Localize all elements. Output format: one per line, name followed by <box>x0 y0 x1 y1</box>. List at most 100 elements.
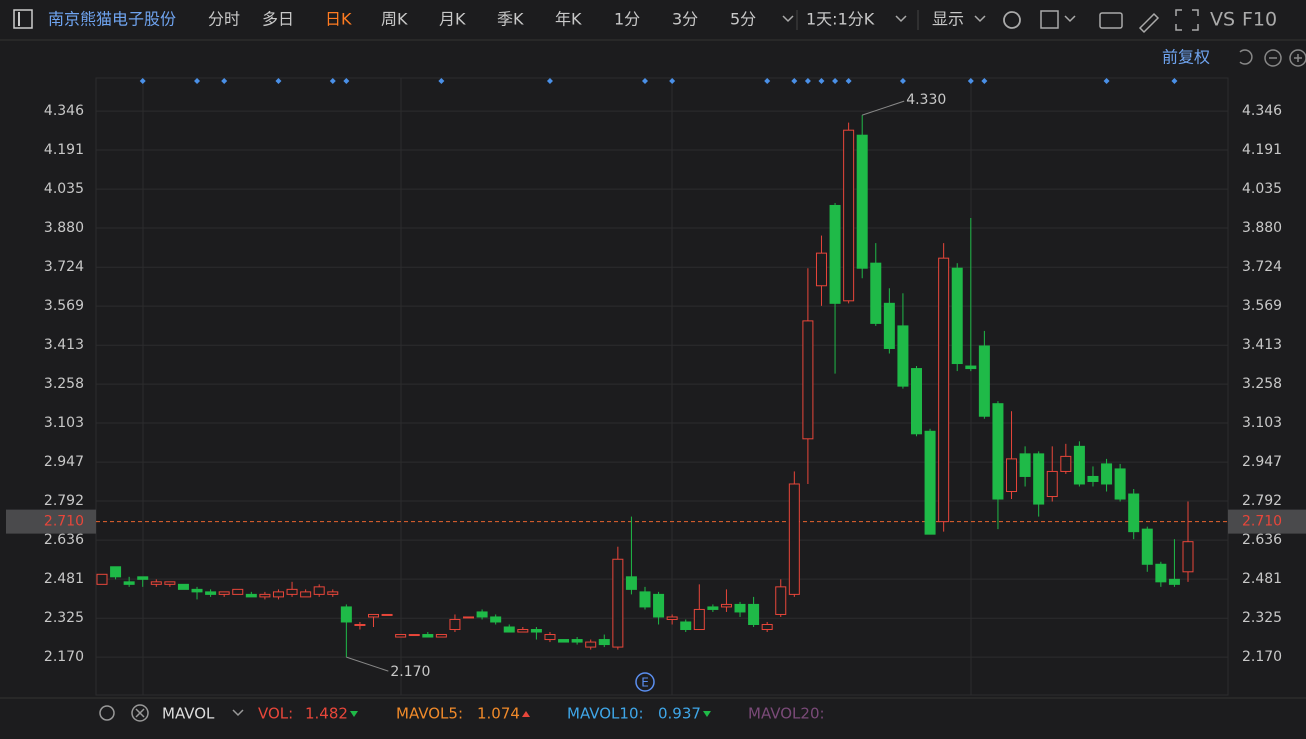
tab[interactable]: 季K <box>497 10 524 29</box>
sidebar-toggle[interactable] <box>13 9 33 29</box>
camera-icon[interactable] <box>1099 12 1123 29</box>
candle-body <box>1114 468 1126 500</box>
shape-icon[interactable] <box>1040 10 1059 29</box>
event-marker <box>1171 78 1178 84</box>
candle-body <box>381 613 393 616</box>
candle-body <box>843 129 855 302</box>
candle-body <box>408 634 420 637</box>
candle-body <box>476 611 488 618</box>
settings-icon[interactable] <box>1003 11 1021 29</box>
candle-body <box>1168 578 1180 585</box>
tab[interactable]: 3分 <box>672 10 698 29</box>
event-marker <box>139 78 146 84</box>
tab[interactable]: 5分 <box>730 10 756 29</box>
candle-body <box>815 252 827 287</box>
candle-body <box>503 626 515 633</box>
candle-body <box>1101 463 1113 485</box>
event-marker <box>669 78 676 84</box>
candle-body <box>259 593 271 598</box>
mavol10-label: MAVOL10: <box>567 705 644 723</box>
adjust-mode[interactable]: 前复权 <box>1162 48 1210 67</box>
vol-label: VOL: <box>258 705 293 723</box>
zoom-out-icon[interactable] <box>1264 49 1282 67</box>
tab[interactable]: 年K <box>555 10 582 29</box>
tabs-more[interactable] <box>782 15 794 23</box>
event-marker <box>1103 78 1110 84</box>
candle-body <box>720 603 732 608</box>
stock-name[interactable]: 南京熊猫电子股份 <box>48 10 176 29</box>
f10-button[interactable]: F10 <box>1242 9 1277 31</box>
candle-body <box>490 616 502 623</box>
interval-select[interactable]: 1天:1分K <box>806 10 875 29</box>
down-arrow <box>350 711 358 717</box>
tab[interactable]: 周K <box>381 10 408 29</box>
reset-icon[interactable] <box>1239 49 1253 65</box>
event-marker <box>546 78 553 84</box>
candle-body <box>761 623 773 631</box>
zoom-in-icon[interactable] <box>1289 49 1306 67</box>
vs-button[interactable]: VS <box>1210 9 1235 31</box>
candle-body <box>856 134 868 269</box>
candle-body <box>286 588 298 595</box>
candle-body <box>978 345 990 417</box>
candle-body <box>625 576 637 590</box>
candle-body <box>449 618 461 631</box>
max-label: 4.330 <box>906 92 946 108</box>
indicator-close[interactable] <box>131 704 149 722</box>
period-separators <box>142 78 972 695</box>
min-label: 2.170 <box>390 664 430 680</box>
indicator-chevron <box>232 709 244 717</box>
tab[interactable]: 1分 <box>614 10 640 29</box>
y-tick-label-right: 3.258 <box>1242 376 1282 392</box>
candle-body <box>327 591 339 595</box>
candle-body <box>924 430 936 535</box>
event-marker <box>642 78 648 84</box>
event-marker <box>275 78 282 84</box>
event-icon: E <box>641 676 649 690</box>
draw-icon[interactable] <box>1138 12 1160 34</box>
tab[interactable]: 月K <box>439 10 466 29</box>
candle-body <box>693 608 705 631</box>
candle-body <box>123 581 135 585</box>
tab[interactable]: 日K <box>325 10 352 29</box>
y-tick-label-right: 3.103 <box>1242 415 1282 431</box>
current-price-label-right: 2.710 <box>1242 514 1282 530</box>
display-menu[interactable]: 显示 <box>932 10 964 29</box>
candle-body <box>951 267 963 365</box>
event-marker <box>221 78 228 84</box>
candle-body <box>164 581 176 585</box>
plot-frame <box>95 77 1229 696</box>
y-tick-label-right: 2.170 <box>1242 649 1282 665</box>
event-marker <box>804 78 811 84</box>
candle-body <box>544 634 556 641</box>
candle-body <box>1033 453 1045 505</box>
candle-body <box>245 593 257 598</box>
y-tick-label-right: 3.880 <box>1242 220 1282 236</box>
candle-body <box>639 591 651 608</box>
candle-body <box>530 629 542 633</box>
candle-body <box>775 586 787 615</box>
tab[interactable]: 分时 <box>208 10 240 29</box>
candle-body <box>1046 470 1058 498</box>
candle-body <box>205 591 217 595</box>
candle-body <box>612 558 624 648</box>
indicator-name[interactable]: MAVOL <box>162 705 215 723</box>
candle-body <box>707 606 719 610</box>
y-tick-label-right: 3.413 <box>1242 337 1282 353</box>
price-tag-bg <box>6 509 96 534</box>
candle-body <box>177 583 189 590</box>
up-arrow <box>522 711 530 717</box>
tab[interactable]: 多日 <box>262 10 294 29</box>
candle-body <box>571 639 583 643</box>
event-marker <box>438 78 445 84</box>
candle-body <box>938 257 950 523</box>
fullscreen-icon[interactable] <box>1175 9 1199 31</box>
candle-body <box>558 639 570 643</box>
candle-body <box>1087 475 1099 482</box>
event-icon-ring[interactable] <box>635 672 655 692</box>
y-tick-label-right: 2.792 <box>1242 493 1282 509</box>
indicator-settings[interactable] <box>99 705 115 721</box>
candle-body <box>666 616 678 620</box>
event-marker <box>818 78 825 84</box>
candle-body <box>802 320 814 440</box>
